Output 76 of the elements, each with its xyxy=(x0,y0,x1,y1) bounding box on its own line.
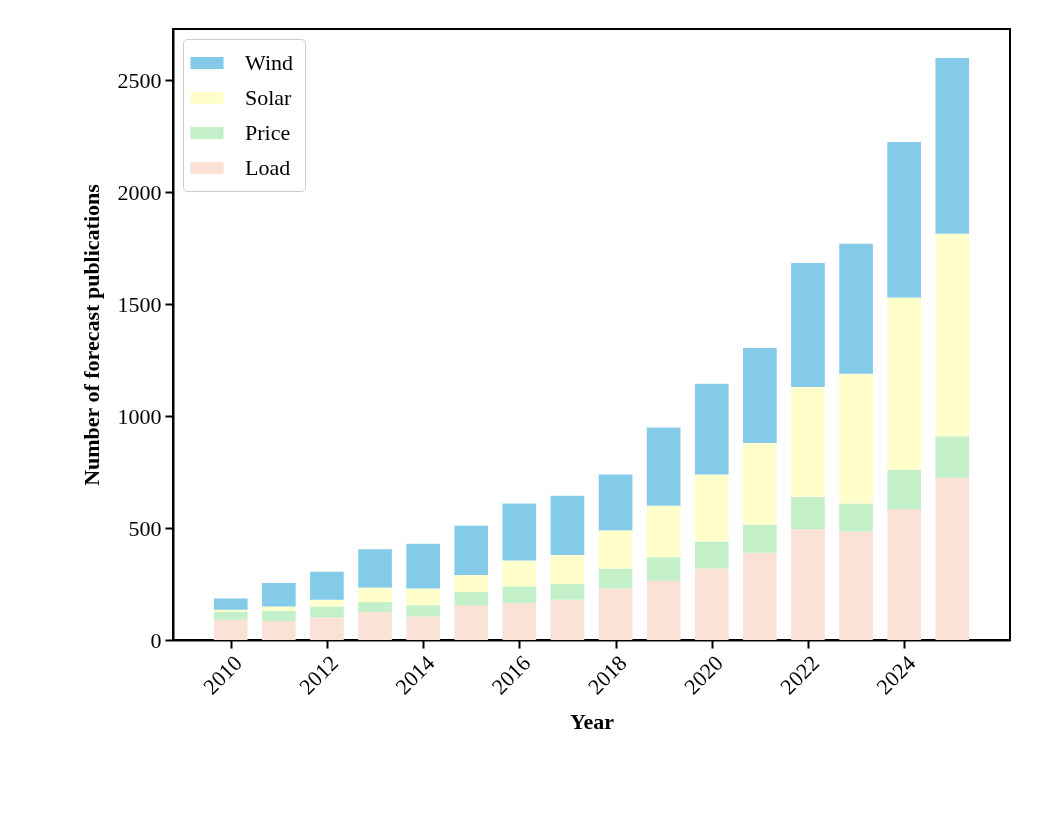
bar xyxy=(213,612,248,620)
bar xyxy=(310,617,344,640)
bar xyxy=(213,609,248,613)
bar xyxy=(310,599,344,607)
bar xyxy=(406,543,440,589)
bar xyxy=(261,606,296,611)
bar xyxy=(358,549,392,588)
bar xyxy=(839,531,873,640)
bar xyxy=(261,620,296,640)
bar xyxy=(454,605,489,640)
bar xyxy=(694,568,729,640)
bar xyxy=(935,436,970,478)
legend-label: Price xyxy=(245,120,291,145)
y-axis-title: Number of forecast publications xyxy=(78,183,104,486)
bar xyxy=(502,503,537,561)
y-tick-label: 1500 xyxy=(117,291,162,317)
bar xyxy=(646,557,681,581)
bar xyxy=(550,554,585,585)
bar xyxy=(791,529,825,640)
bar xyxy=(406,588,440,606)
bar xyxy=(502,560,537,587)
bar xyxy=(502,603,537,640)
bar xyxy=(550,584,585,600)
bar xyxy=(743,347,777,444)
bar xyxy=(935,477,970,640)
bar xyxy=(598,588,633,640)
bar xyxy=(261,582,296,607)
bar xyxy=(550,599,585,640)
bar xyxy=(310,571,344,600)
legend-label: Wind xyxy=(245,50,293,75)
bar xyxy=(646,427,681,506)
bar xyxy=(791,387,825,497)
bar xyxy=(598,568,633,589)
bar xyxy=(839,243,873,374)
bar xyxy=(261,610,296,621)
x-axis-title: Year xyxy=(570,709,615,735)
bar xyxy=(935,233,970,437)
bar xyxy=(887,297,922,470)
bar xyxy=(743,443,777,525)
bar xyxy=(887,469,922,510)
bar xyxy=(502,586,537,604)
bar xyxy=(310,606,344,618)
y-tick-label: 0 xyxy=(150,627,162,653)
bar xyxy=(694,541,729,569)
bar xyxy=(213,598,248,610)
bar xyxy=(839,503,873,532)
bar xyxy=(213,619,248,640)
bar xyxy=(550,495,585,555)
bar xyxy=(454,591,489,606)
bar xyxy=(454,575,489,592)
bar xyxy=(358,601,392,613)
bar xyxy=(887,142,922,298)
y-tick-label: 2500 xyxy=(117,67,162,93)
y-tick-label: 2000 xyxy=(117,179,162,205)
bar xyxy=(358,587,392,602)
bar xyxy=(694,474,729,542)
bar xyxy=(646,580,681,640)
bar xyxy=(887,509,922,640)
bar xyxy=(791,262,825,388)
bar xyxy=(646,505,681,558)
bar xyxy=(743,552,777,640)
bar xyxy=(598,530,633,569)
bar xyxy=(694,383,729,475)
bar xyxy=(743,524,777,553)
y-tick-label: 1000 xyxy=(117,403,162,429)
legend-label: Load xyxy=(245,155,291,180)
bar xyxy=(358,612,392,640)
bar xyxy=(454,525,489,576)
bar xyxy=(406,605,440,617)
bar xyxy=(839,373,873,504)
legend-label: Solar xyxy=(245,85,293,110)
bar xyxy=(791,496,825,530)
bar xyxy=(598,474,633,531)
bar xyxy=(406,616,440,640)
bar xyxy=(935,58,970,234)
y-tick-label: 500 xyxy=(128,515,162,541)
